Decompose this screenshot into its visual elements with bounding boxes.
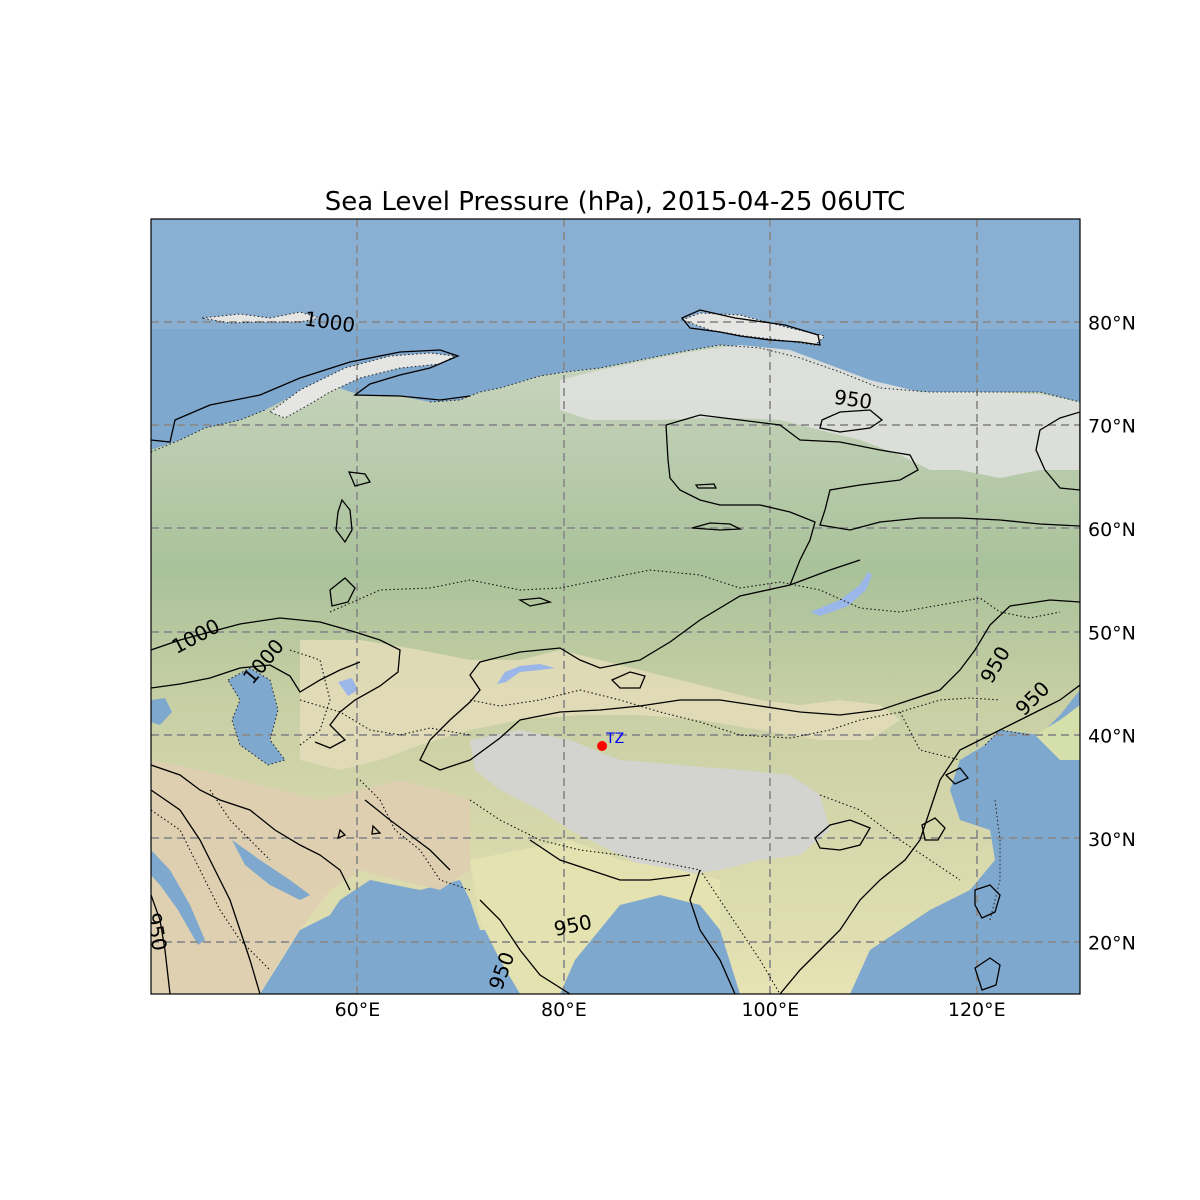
lon-tick-label: 120°E: [948, 999, 1006, 1021]
lat-tick-label: 20°N: [1088, 932, 1136, 954]
lat-tick-label: 60°N: [1088, 519, 1136, 541]
latitude-tick-labels: 80°N 70°N 60°N 50°N 40°N 30°N 20°N: [1088, 312, 1136, 954]
east-china-sea: [985, 730, 1080, 994]
contour-label: 950: [833, 385, 874, 414]
lat-tick-label: 80°N: [1088, 312, 1136, 334]
central-asia-steppe: [300, 640, 900, 770]
lon-tick-label: 80°E: [541, 999, 587, 1021]
arctic-ocean: [151, 219, 1080, 329]
siberian-snow: [560, 345, 1080, 478]
station-label: TZ: [605, 731, 624, 747]
aral-sea: [338, 678, 358, 696]
lat-tick-label: 40°N: [1088, 726, 1136, 748]
station-marker[interactable]: [597, 741, 608, 751]
lat-tick-label: 50°N: [1088, 622, 1136, 644]
red-sea: [151, 850, 205, 945]
lake-balkhash: [497, 664, 555, 684]
novaya-zemlya: [270, 353, 455, 418]
station-tz[interactable]: TZ: [597, 731, 624, 751]
bay-of-bengal: [560, 895, 740, 994]
lake-baikal: [810, 572, 872, 616]
lon-tick-label: 60°E: [335, 999, 381, 1021]
lat-tick-label: 70°N: [1088, 416, 1136, 438]
contour-label: 950: [141, 911, 171, 953]
arid-region: [151, 760, 470, 994]
longitude-tick-labels: 60°E 80°E 100°E 120°E: [335, 999, 1006, 1021]
korea-japan: [1035, 705, 1080, 760]
map-frame: [150, 218, 1081, 995]
map-title: Sea Level Pressure (hPa), 2015-04-25 06U…: [325, 187, 906, 217]
lat-tick-label: 30°N: [1088, 829, 1136, 851]
lon-tick-label: 100°E: [741, 999, 799, 1021]
pressure-contours: [151, 309, 1080, 994]
caspian-sea: [228, 668, 285, 765]
franz-josef-land: [202, 312, 320, 323]
persian-gulf: [232, 840, 310, 900]
country-borders: [151, 569, 1061, 994]
black-sea: [151, 698, 172, 725]
arabian-sea: [260, 905, 520, 994]
